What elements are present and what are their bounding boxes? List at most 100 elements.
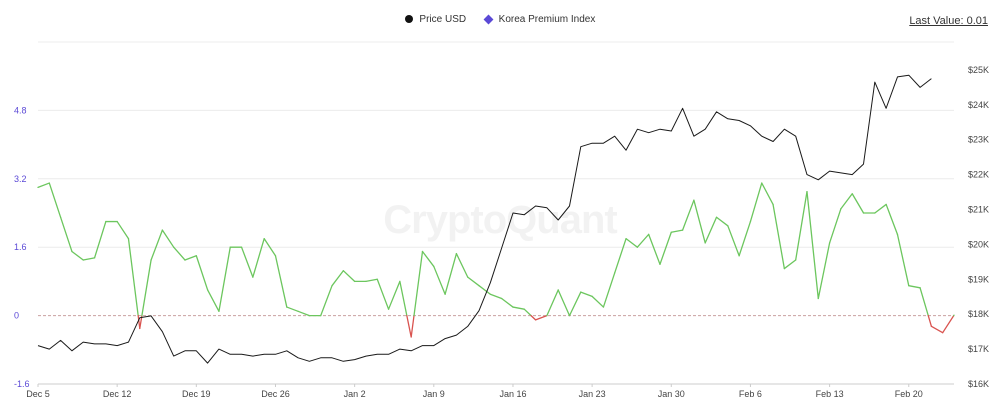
korea-premium-segment [591, 295, 605, 308]
korea-premium-segment [896, 233, 910, 287]
korea-premium-segment [82, 257, 96, 261]
x-axis-tick-label: Jan 2 [344, 389, 366, 399]
right-axis-tick-label: $25K [968, 65, 989, 75]
korea-premium-segment [840, 193, 853, 210]
korea-premium-segment [406, 314, 412, 338]
x-axis-tick-label: Dec 12 [103, 389, 132, 399]
korea-premium-segment [806, 190, 819, 300]
korea-premium-segment [783, 259, 797, 270]
korea-premium-segment [761, 182, 774, 206]
legend-label-price: Price USD [419, 14, 467, 25]
korea-premium-segment [342, 270, 356, 283]
korea-premium-segment [580, 291, 593, 298]
korea-premium-segment [173, 246, 186, 261]
korea-premium-segment [927, 314, 933, 327]
korea-premium-segment [376, 278, 390, 310]
right-y-axis: $25K $24K $23K $22K $21K $20K $19K $18K $17K $16K [968, 65, 989, 389]
x-axis-tick-label: Jan 23 [579, 389, 606, 399]
right-axis-tick-label: $16K [968, 379, 989, 389]
korea-premium-segment [614, 237, 627, 274]
korea-premium-segment [670, 229, 684, 233]
korea-premium-segment [116, 220, 130, 240]
korea-premium-segment [467, 276, 480, 287]
chart-legend: Price USD Korea Premium Index [0, 14, 1000, 25]
price-line [37, 74, 932, 364]
korea-premium-segment [942, 314, 955, 334]
legend-label-korea-premium: Korea Premium Index [498, 14, 596, 25]
korea-premium-segment [919, 287, 929, 317]
right-axis-tick-label: $17K [968, 344, 989, 354]
korea-premium-segment [478, 285, 491, 295]
x-axis-tick-label: Jan 9 [423, 389, 445, 399]
left-y-axis: 4.8 3.2 1.6 0 -1.6 [14, 105, 30, 389]
right-axis-tick-label: $21K [968, 205, 989, 215]
left-axis-tick-label: 4.8 [14, 105, 27, 115]
korea-premium-segment [908, 285, 921, 289]
korea-premium-segment [749, 182, 763, 223]
korea-premium-segment [772, 203, 786, 270]
korea-premium-segment [297, 310, 311, 317]
korea-premium-segment [727, 225, 740, 257]
x-axis-tick-label: Jan 30 [658, 389, 685, 399]
grid-lines [38, 41, 954, 385]
korea-premium-segment [568, 291, 582, 317]
korea-premium-segment [851, 193, 865, 214]
last-value-link[interactable]: Last Value: 0.01 [909, 15, 988, 27]
x-axis-tick-label: Jan 16 [499, 389, 526, 399]
right-axis-tick-label: $18K [968, 309, 989, 319]
korea-premium-segment [274, 255, 288, 308]
right-axis-tick-label: $22K [968, 170, 989, 180]
korea-premium-segment [455, 252, 469, 278]
left-axis-tick-label: 1.6 [14, 242, 27, 252]
korea-premium-segment [206, 289, 220, 312]
korea-premium-segment [444, 252, 458, 295]
korea-premium-segment [828, 208, 842, 244]
korea-premium-segment [930, 325, 944, 334]
x-axis-tick-label: Feb 6 [739, 389, 762, 399]
korea-premium-segment [161, 229, 175, 248]
left-axis-tick-label: 3.2 [14, 174, 27, 184]
korea-premium-segment [71, 250, 84, 261]
korea-premium-segment [286, 306, 299, 312]
korea-premium-segment [252, 237, 265, 278]
korea-premium-segment [795, 190, 808, 261]
korea-premium-segment [817, 242, 831, 300]
korea-premium-segment [413, 250, 424, 317]
korea-premium-segment [874, 203, 887, 214]
korea-premium-segment [240, 246, 254, 278]
korea-premium-segment [218, 246, 231, 312]
korea-premium-segment [738, 220, 752, 257]
x-axis-tick-label: Dec 5 [26, 389, 50, 399]
korea-premium-segment [704, 216, 718, 244]
korea-premium-segment [625, 237, 639, 248]
left-axis-tick-label: -1.6 [14, 379, 30, 389]
x-axis-tick-label: Feb 13 [816, 389, 844, 399]
korea-premium-segment [127, 237, 139, 317]
korea-premium-segment [48, 182, 62, 218]
korea-premium-segment [93, 220, 107, 259]
korea-premium-segment [681, 199, 695, 231]
korea-premium-segment [184, 255, 197, 261]
korea-premium-segment [410, 314, 415, 338]
x-axis-tick-label: Feb 20 [895, 389, 923, 399]
korea-premium-segment [489, 293, 503, 300]
legend-item-korea-premium[interactable]: Korea Premium Index [483, 14, 596, 25]
legend-item-price[interactable]: Price USD [404, 14, 467, 25]
korea-premium-segment [331, 270, 344, 287]
korea-premium-segment [602, 272, 616, 308]
legend-dot-icon [404, 15, 413, 24]
right-axis-tick-label: $20K [968, 239, 989, 249]
korea-premium-segment [365, 278, 378, 283]
right-axis-tick-label: $24K [968, 100, 989, 110]
korea-premium-segment [885, 203, 899, 236]
korea-premium-segment [195, 255, 209, 291]
korea-premium-segment [523, 308, 532, 317]
korea-premium-segment [534, 314, 548, 321]
x-axis: Dec 5 Dec 12 Dec 19 Dec 26 Jan 2 Jan 9 Jan 16 J… [26, 384, 923, 399]
korea-premium-segment [320, 285, 333, 317]
korea-premium-segment [557, 289, 571, 317]
korea-premium-segment [512, 306, 525, 310]
korea-premium-series [37, 182, 955, 338]
x-axis-tick-label: Dec 26 [261, 389, 290, 399]
